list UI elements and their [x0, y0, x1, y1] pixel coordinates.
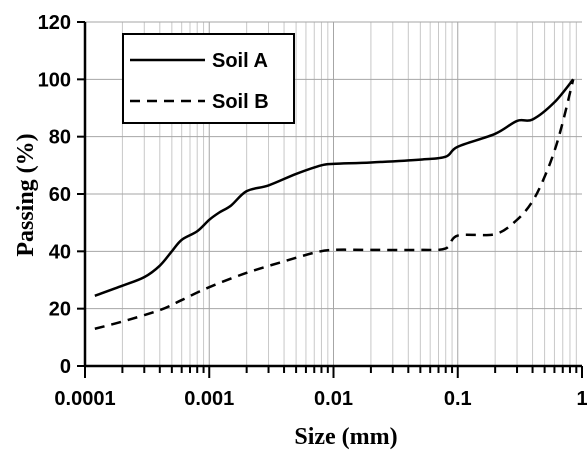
- y-tick-label: 60: [49, 184, 71, 206]
- series-line-soil-a: [94, 78, 575, 297]
- x-tick-label: 0.01: [314, 388, 353, 410]
- legend-label-soil-b: Soil B: [212, 91, 269, 113]
- tick-marks: [77, 21, 583, 378]
- tick-labels: 0.0001 0.001 0.01 0.1 1 0 20 40 60 80 100 120: [38, 12, 587, 410]
- x-tick-label: 0.1: [444, 388, 472, 410]
- y-tick-label: 100: [38, 69, 71, 91]
- x-tick-label: 0.001: [184, 388, 234, 410]
- series-lines: [94, 78, 575, 330]
- y-tick-label: 40: [49, 241, 71, 263]
- y-tick-label: 0: [60, 356, 71, 378]
- y-axis-title: Passing (%): [13, 133, 39, 256]
- x-tick-label: 0.0001: [54, 388, 115, 410]
- legend-box: [122, 33, 295, 124]
- legend-label-soil-a: Soil A: [212, 50, 268, 72]
- series-line-soil-b: [94, 79, 575, 330]
- x-axis-title: Size (mm): [294, 424, 397, 450]
- y-tick-label: 20: [49, 299, 71, 321]
- y-tick-label: 80: [49, 127, 71, 149]
- legend: Soil A Soil B: [122, 33, 295, 124]
- y-tick-label: 120: [38, 12, 71, 34]
- x-tick-label: 1: [576, 388, 587, 410]
